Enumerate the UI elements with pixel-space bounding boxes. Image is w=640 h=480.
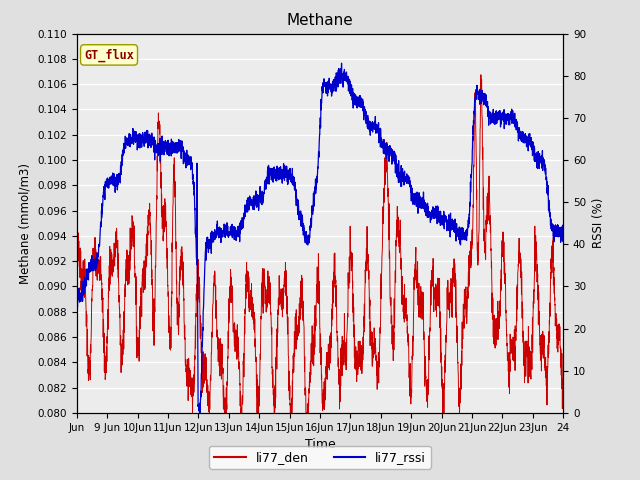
li77_den [381, 160, 389, 166]
li77_den [412, 276, 420, 282]
Y-axis label: Methane (mmol/m3): Methane (mmol/m3) [19, 163, 32, 284]
li77_rssi [196, 410, 204, 416]
li77_rssi [227, 223, 235, 229]
li77_den [413, 281, 420, 287]
Title: Methane: Methane [287, 13, 353, 28]
li77_rssi [413, 192, 420, 197]
Text: GT_flux: GT_flux [84, 48, 134, 61]
li77_den [474, 256, 482, 262]
X-axis label: Time: Time [305, 438, 335, 451]
Line: li77_rssi: li77_rssi [77, 63, 563, 413]
li77_rssi [438, 216, 446, 222]
li77_rssi [559, 229, 567, 235]
li77_den [189, 410, 196, 416]
li77_rssi [381, 147, 389, 153]
li77_rssi [474, 96, 482, 102]
li77_rssi [73, 283, 81, 289]
li77_den [227, 288, 235, 293]
Y-axis label: RSSI (%): RSSI (%) [591, 198, 605, 248]
li77_den [438, 386, 446, 392]
li77_den [477, 72, 484, 78]
li77_rssi [413, 204, 420, 209]
Line: li77_den: li77_den [77, 75, 563, 413]
li77_den [73, 240, 81, 246]
li77_den [559, 388, 567, 394]
li77_rssi [338, 60, 346, 66]
Legend: li77_den, li77_rssi: li77_den, li77_rssi [209, 446, 431, 469]
